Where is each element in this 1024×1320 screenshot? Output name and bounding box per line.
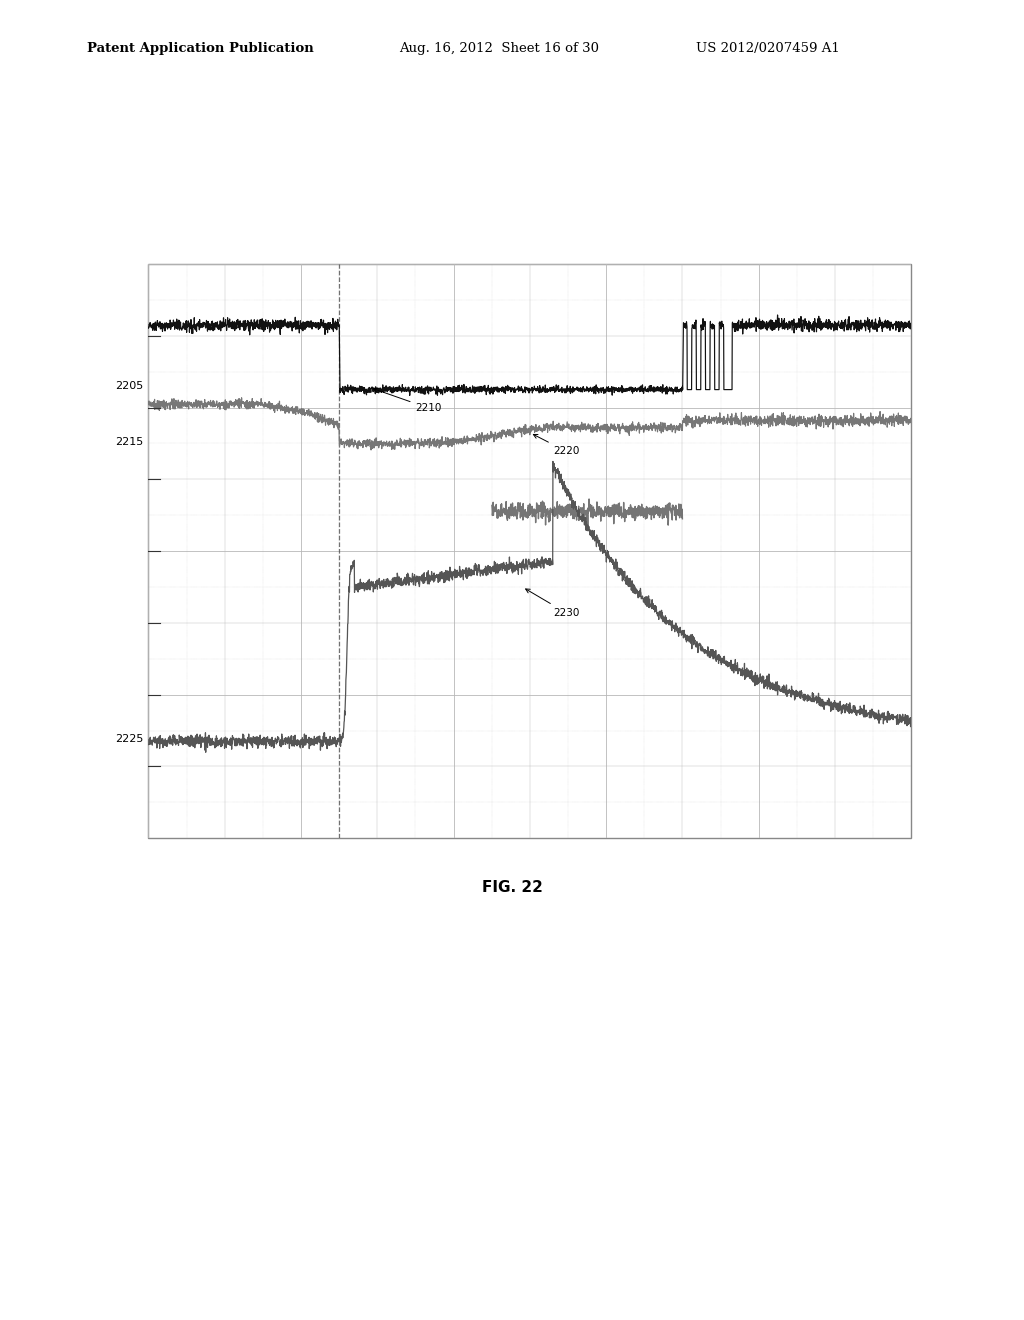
Text: 1  5.00V/  2        2.00V/  3  50μ/     1.040μ  2.000μ/  Trig'd?  ↑    3    1.60: 1 5.00V/ 2 2.00V/ 3 50μ/ 1.040μ 2.000μ/ … [158, 242, 593, 249]
Text: ◉  Mode       │  Source       X        Y    ◉  X1              X2              X: ◉ Mode │ Source X Y ◉ X1 X2 X [158, 870, 567, 879]
Text: US 2012/0207459 A1: US 2012/0207459 A1 [696, 42, 840, 54]
Text: Normal              1                       ✓  -4.92000ms   0.0s: Normal 1 ✓ -4.92000ms 0.0s [158, 886, 489, 895]
Text: 2205: 2205 [115, 381, 143, 391]
Text: Patent Application Publication: Patent Application Publication [87, 42, 313, 54]
Text: 2215: 2215 [115, 437, 143, 447]
Text: FIG. 22: FIG. 22 [481, 879, 543, 895]
Text: Aug. 16, 2012  Sheet 16 of 30: Aug. 16, 2012 Sheet 16 of 30 [399, 42, 599, 54]
Text: 2220: 2220 [534, 434, 580, 457]
Text: 2225: 2225 [115, 734, 143, 744]
Text: 2230: 2230 [525, 589, 580, 618]
Text: 2210: 2210 [374, 388, 442, 413]
Text: ΔX = 4.920000000ms        1/ΔX = 203.25Hz        ΔY(1) = -9.0250V: ΔX = 4.920000000ms 1/ΔX = 203.25Hz ΔY(1)… [158, 847, 507, 855]
